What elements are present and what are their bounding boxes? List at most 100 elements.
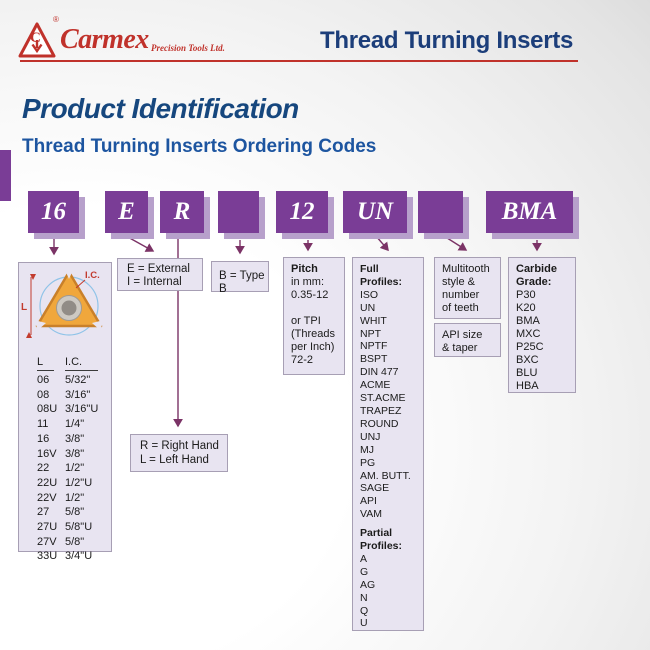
code-box-label: UN bbox=[356, 198, 394, 225]
cell-ic: 1/2" bbox=[65, 462, 85, 475]
cell-ic: 5/32" bbox=[65, 374, 91, 386]
cell-ic: 1/2" bbox=[65, 491, 85, 504]
profile-item: N bbox=[360, 591, 368, 604]
profile-item: PG bbox=[360, 456, 376, 469]
header-rule bbox=[20, 60, 578, 62]
grade-item: P25C bbox=[516, 340, 544, 353]
api-panel: API size & taper bbox=[434, 323, 501, 357]
carbide-title: Carbide Grade: bbox=[516, 263, 557, 288]
profile-item: Q bbox=[360, 604, 369, 617]
carmex-logo-icon: C bbox=[18, 22, 56, 58]
cell-l: 16 bbox=[37, 432, 50, 445]
cell-l: 27 bbox=[37, 506, 50, 519]
profile-item: ACME bbox=[360, 379, 391, 392]
pitch-line: 72-2 bbox=[291, 354, 314, 366]
table-row: 16V 3/8" bbox=[37, 447, 111, 462]
table-row: 08 3/16" bbox=[37, 388, 111, 403]
grade-item: BMA bbox=[516, 314, 540, 327]
carbide-grades-list: P30 K20 BMA MXC P25C BXC BLU HBA bbox=[516, 289, 568, 393]
size-table: L I.C. 06 5/32" 08 3/16" 08U 3/16"U 11 1/4" 1… bbox=[19, 355, 111, 564]
table-row: 27V 5/8" bbox=[37, 535, 111, 550]
pitch-lines: in mm: 0.35-12 or TPI (Threads per Inch) 72-2 bbox=[291, 276, 337, 367]
profile-item: ISO bbox=[360, 288, 379, 301]
profile-item: UN bbox=[360, 301, 376, 314]
cell-l: 27U bbox=[37, 521, 58, 534]
cell-l: 08 bbox=[37, 388, 50, 401]
profile-item: ST.ACME bbox=[360, 392, 406, 405]
pitch-line: per Inch) bbox=[291, 341, 335, 353]
cell-l: 22 bbox=[37, 462, 50, 475]
profile-item: AM. BUTT. bbox=[360, 469, 411, 482]
grade-item: K20 bbox=[516, 301, 536, 314]
multitooth-panel: Multitooth style & number of teeth bbox=[434, 257, 501, 319]
code-box-label: 12 bbox=[289, 198, 315, 225]
code-box-label: 16 bbox=[41, 198, 66, 225]
pitch-line: in mm: bbox=[291, 276, 324, 288]
carbide-panel: Carbide Grade: P30 K20 BMA MXC P25C BXC BLU HBA bbox=[508, 257, 576, 393]
profile-item: A bbox=[360, 552, 368, 565]
pitch-line: or TPI bbox=[291, 315, 321, 327]
code-box-profile: UN bbox=[343, 191, 407, 233]
registered-mark: ® bbox=[53, 15, 59, 24]
full-profiles-list: ISO UN WHIT NPT NPTF BSPT DIN 477 ACME ST.ACME TR… bbox=[360, 289, 416, 521]
length-label: L bbox=[21, 302, 27, 313]
hand-panel: R = Right Hand L = Left Hand bbox=[130, 434, 228, 472]
direction-panel: E = External I = Internal bbox=[117, 258, 203, 291]
svg-text:C: C bbox=[30, 30, 41, 46]
api-line: API size bbox=[442, 329, 483, 341]
cell-l: 11 bbox=[37, 418, 49, 431]
size-panel: L I.C. L I.C. 06 5/32" 08 3/16" 08U 3/16"U 1… bbox=[18, 262, 112, 562]
cell-ic: 1/4" bbox=[65, 418, 85, 431]
cell-ic: 5/8"U bbox=[65, 521, 93, 534]
table-row: 27 5/8" bbox=[37, 505, 111, 520]
profile-panel: Full Profiles: ISO UN WHIT NPT NPTF BSPT DIN 4… bbox=[352, 257, 424, 631]
col-header-ic: I.C. bbox=[65, 355, 98, 371]
pitch-line: 0.35-12 bbox=[291, 289, 329, 301]
cell-ic: 3/16" bbox=[65, 388, 91, 401]
grade-item: BXC bbox=[516, 353, 539, 366]
cell-ic: 3/8" bbox=[65, 447, 85, 460]
direction-line: I = Internal bbox=[127, 276, 182, 288]
table-row: 08U 3/16"U bbox=[37, 402, 111, 417]
profile-item: ROUND bbox=[360, 417, 399, 430]
section-title: Product Identification bbox=[22, 93, 299, 124]
col-header-l: L bbox=[37, 355, 54, 371]
size-table-header: L I.C. bbox=[37, 355, 111, 371]
pitch-panel: Pitch in mm: 0.35-12 or TPI (Threads per Inc… bbox=[283, 257, 345, 375]
code-box-hand: R bbox=[160, 191, 204, 233]
insert-diagram: L I.C. bbox=[21, 270, 104, 338]
grade-item: P30 bbox=[516, 288, 536, 301]
profile-item: SAGE bbox=[360, 482, 390, 495]
cell-l: 16V bbox=[37, 447, 57, 460]
multitooth-line: of teeth bbox=[442, 302, 479, 314]
profile-item: NPTF bbox=[360, 340, 388, 353]
table-row: 22 1/2" bbox=[37, 461, 111, 476]
code-box-size: 16 bbox=[28, 191, 79, 233]
api-line: & taper bbox=[442, 342, 478, 354]
full-profiles-title: Full Profiles: bbox=[360, 263, 403, 288]
code-box-label: BMA bbox=[501, 198, 558, 225]
multitooth-line: Multitooth bbox=[442, 263, 490, 275]
cell-ic: 3/16"U bbox=[65, 403, 99, 416]
brand-suffix: Precision Tools Ltd. bbox=[151, 43, 225, 53]
profile-item: WHIT bbox=[360, 314, 387, 327]
cell-ic: 5/8" bbox=[65, 535, 85, 548]
size-table-body: 06 5/32" 08 3/16" 08U 3/16"U 11 1/4" 16 3/8" … bbox=[37, 373, 111, 564]
partial-profiles-list: A G AG N Q U bbox=[360, 553, 416, 630]
table-row: 16 3/8" bbox=[37, 432, 111, 447]
cell-ic: 3/8" bbox=[65, 432, 85, 445]
grade-item: MXC bbox=[516, 327, 541, 340]
profile-item: BSPT bbox=[360, 353, 388, 366]
type-panel: B = Type B bbox=[211, 261, 269, 295]
cell-ic: 5/8" bbox=[65, 506, 85, 519]
cell-ic: 3/4"U bbox=[65, 550, 93, 563]
pitch-line bbox=[291, 302, 337, 315]
cell-l: 22U bbox=[37, 476, 58, 489]
cell-ic: 1/2"U bbox=[65, 476, 93, 489]
decorative-strip bbox=[0, 150, 11, 201]
profile-item: G bbox=[360, 565, 369, 578]
table-row: 22U 1/2"U bbox=[37, 476, 111, 491]
code-box-type-blank bbox=[218, 191, 259, 233]
table-row: 33U 3/4"U bbox=[37, 549, 111, 564]
